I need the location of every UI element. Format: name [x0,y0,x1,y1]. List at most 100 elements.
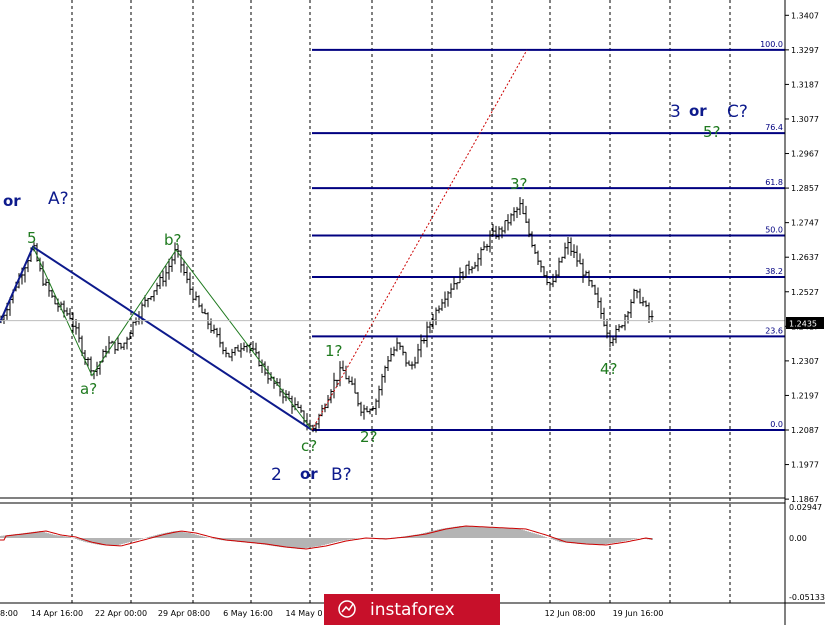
price-bar [53,295,57,305]
price-bar [563,242,567,259]
price-bar [557,257,561,278]
price-bar [614,325,618,344]
price-bar [146,298,150,308]
price-bar [551,273,555,288]
price-bar [578,253,582,265]
price-bar [470,266,474,274]
price-tick-label-12: 1.2197 [791,391,819,400]
price-bar [41,261,45,287]
price-bar [479,247,483,266]
price-bar [365,406,369,413]
price-bar [221,341,225,355]
price-bar [635,289,639,299]
wave-lines [0,49,528,431]
price-bar [125,336,129,350]
price-bar [164,265,168,287]
price-bar [437,305,441,314]
price-bar [620,324,624,329]
price-bar [116,336,120,351]
price-bar [218,327,222,348]
price-bar [443,291,447,308]
price-bar [605,318,609,339]
price-tick-label-14: 1.1977 [791,461,819,470]
price-bar [593,284,597,295]
price-bar [503,220,507,234]
price-bar [353,378,357,394]
time-tick-label-2: 22 Apr 00:00 [95,609,147,618]
price-bar [527,218,531,238]
wave-label-1: 1? [325,342,343,360]
price-bar [203,308,207,315]
price-bar [467,260,471,275]
price-bar [383,365,387,383]
wave-label-or-right: or [689,102,707,120]
price-bar [521,198,525,215]
price-bar [458,267,462,284]
price-bar [335,379,339,387]
fib-label-2: 61.8 [765,178,783,187]
price-bar [461,271,465,280]
price-bar [347,375,351,384]
price-bar [407,360,411,366]
price-bar [488,230,492,253]
price-bar [428,321,432,334]
price-bar [584,270,588,276]
wave-label-c: c? [301,437,317,455]
price-bar [497,226,501,240]
price-bar [395,337,399,352]
price-bar [545,271,549,286]
price-bar [380,373,384,396]
price-bar [341,360,345,372]
price-bar [368,408,372,415]
price-bar [242,342,246,351]
price-tick-label-11: 1.2307 [791,357,819,366]
wave-label-2: 2 [271,465,282,485]
trend-line-dotted [311,49,528,431]
price-bar [332,372,336,399]
price-bar [485,243,489,251]
wave-label-or-left: or [3,192,21,210]
price-bar [110,340,114,344]
price-bar [50,289,54,298]
price-bar [446,291,450,307]
price-bar [638,288,642,304]
price-bar [404,351,408,367]
wave-label-B: B? [331,465,352,485]
logo-mark-icon [338,600,356,618]
fib-label-6: 0.0 [770,420,783,429]
price-bar [161,270,165,287]
fib-label-1: 76.4 [765,123,783,132]
wave-label-5: 5 [27,229,37,247]
price-bar [575,245,579,267]
price-bar [287,391,291,400]
price-bar [230,348,234,362]
price-bar [632,288,636,304]
logo-text: instaforex [370,600,455,620]
price-bar [185,266,189,284]
price-bar [596,287,600,309]
price-tick-label-2: 1.3297 [791,46,819,55]
price-tick-label-13: 1.2087 [791,426,819,435]
wave-label-b: b? [164,231,181,249]
price-tick-label-8: 1.2637 [791,253,819,262]
fib-label-0: 100.0 [760,40,783,49]
instaforex-logo: instaforex [324,594,500,625]
price-bar [587,270,591,287]
price-bar [491,224,495,237]
price-bar [374,398,378,415]
price-bar [401,345,405,356]
price-bar [251,340,255,353]
wave-label-A: A? [48,189,69,209]
price-bar [452,277,456,290]
price-bar [167,258,171,280]
price-bar [515,206,519,218]
price-bar [581,258,585,283]
price-bar [455,282,459,290]
price-bar [647,302,651,323]
price-bar [644,300,648,308]
price-bar [434,307,438,326]
osc-tick-top: 0.02947 [789,503,822,512]
price-bar [410,361,414,370]
price-bar [155,282,159,296]
time-tick-label-5: 14 May 0 [286,609,323,618]
